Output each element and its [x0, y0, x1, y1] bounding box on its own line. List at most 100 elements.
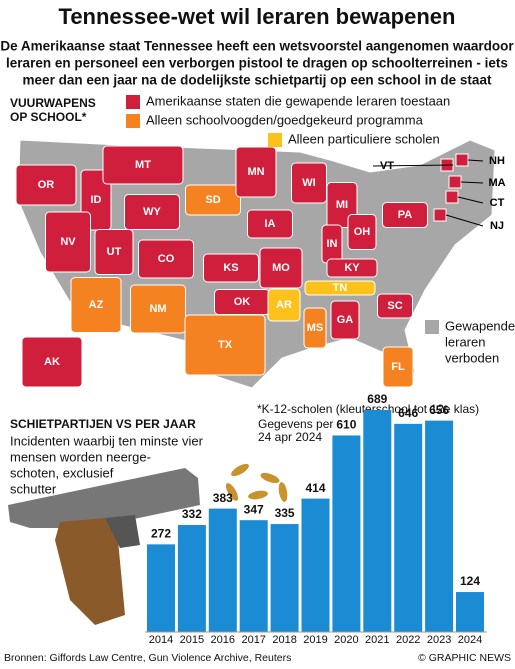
state-label: AZ	[89, 299, 104, 311]
state-label: IN	[327, 238, 338, 250]
state-shape	[184, 314, 266, 376]
state-label: IA	[265, 218, 276, 230]
state-label: MS	[307, 322, 324, 334]
state-shape	[203, 253, 259, 283]
subtitle: De Amerikaanse staat Tennessee heeft een…	[0, 39, 514, 54]
state-shape	[433, 208, 447, 222]
value-label: 646	[398, 406, 418, 420]
subtitle: meer dan een jaar na de dodelijkste schi…	[23, 73, 492, 88]
state-label: KS	[223, 262, 238, 274]
state-shape	[382, 202, 428, 228]
map-title: VUURWAPENS	[10, 96, 96, 110]
state-shape	[304, 280, 376, 296]
state-shape	[347, 214, 377, 250]
state-label: MO	[272, 262, 290, 274]
state-shape	[291, 162, 327, 204]
state-shape	[124, 194, 180, 230]
state-shape	[303, 307, 327, 349]
state-label: CO	[158, 253, 175, 265]
value-label: 414	[305, 481, 325, 495]
leader-line	[460, 181, 484, 184]
state-shape	[138, 239, 194, 279]
state-shape	[94, 229, 134, 275]
title: Tennessee-wet wil leraren bewapenen	[59, 4, 456, 29]
state-shape	[382, 346, 414, 388]
state-label: VT	[380, 160, 394, 172]
bar	[301, 498, 330, 632]
state-shape	[70, 277, 122, 333]
state-label: KY	[344, 262, 360, 274]
bar	[208, 508, 237, 632]
legend-swatch	[268, 133, 282, 147]
value-label: 347	[244, 502, 264, 516]
footnote: *K-12-scholen (kleuterschool tot 12e kla…	[257, 402, 479, 416]
bar	[425, 420, 454, 632]
legend-swatch	[425, 320, 439, 334]
legend-label: verboden	[445, 350, 499, 365]
value-label: 335	[275, 506, 295, 520]
state-label: OK	[234, 296, 251, 308]
subtitle: leraren en personeel een verborgen pisto…	[6, 56, 508, 71]
state-shape	[185, 184, 241, 216]
state-label: MI	[336, 199, 348, 211]
chart-subtitle: schutter	[10, 481, 57, 496]
state-label: UT	[107, 246, 122, 258]
x-tick-label: 2024	[458, 634, 482, 646]
state-shape	[15, 164, 77, 206]
state-label: FL	[391, 361, 405, 373]
source: Bronnen: Giffords Law Centre, Gun Violen…	[4, 652, 291, 664]
state-label: AK	[44, 356, 60, 368]
state-label: OH	[354, 226, 371, 238]
map-title: OP SCHOOL*	[10, 110, 87, 124]
state-shape	[259, 247, 303, 289]
x-tick-label: 2019	[303, 634, 327, 646]
value-label: 383	[213, 491, 233, 505]
value-label: 124	[460, 574, 480, 588]
bar	[363, 410, 392, 632]
state-label: CT	[490, 197, 505, 209]
state-shape	[247, 209, 293, 239]
state-label: MA	[488, 177, 505, 189]
state-shape	[326, 258, 378, 278]
state-label: MT	[135, 159, 151, 171]
legend-swatch	[126, 114, 140, 128]
x-tick-label: 2017	[241, 634, 265, 646]
state-shape	[445, 190, 459, 204]
x-tick-label: 2021	[365, 634, 389, 646]
state-label: NH	[489, 155, 505, 167]
state-label: WY	[143, 206, 161, 218]
legend-swatch	[126, 95, 140, 109]
chart-subtitle: schoten, exclusief	[10, 465, 114, 480]
state-shape	[21, 336, 83, 388]
chart-subtitle: Incidenten waarbij ten minste vier	[10, 433, 204, 448]
state-shape	[377, 293, 413, 319]
state-label: TX	[218, 339, 233, 351]
state-label: SC	[387, 300, 402, 312]
value-label: 689	[367, 392, 387, 406]
state-shape	[235, 146, 277, 198]
x-tick-label: 2014	[149, 634, 173, 646]
credit: © GRAPHIC NEWS	[418, 652, 511, 664]
value-label: 332	[182, 507, 202, 521]
state-label: TN	[333, 282, 348, 294]
state-label: NM	[149, 303, 166, 315]
x-tick-label: 2020	[334, 634, 358, 646]
state-label: AR	[276, 299, 292, 311]
bar	[239, 520, 268, 632]
state-label: NV	[60, 236, 76, 248]
state-shape	[130, 284, 186, 334]
x-tick-label: 2015	[180, 634, 204, 646]
state-shape	[455, 153, 469, 167]
state-shape	[448, 175, 462, 189]
pistol-illustration	[8, 463, 288, 625]
leader-line	[457, 196, 484, 204]
bar	[177, 525, 206, 632]
annotation: Gegevens per	[258, 417, 333, 431]
leader-line	[445, 214, 484, 227]
legend-label: Gewapende	[445, 318, 515, 333]
bar	[270, 524, 299, 632]
state-label: GA	[337, 314, 354, 326]
x-tick-label: 2016	[211, 634, 235, 646]
bar	[332, 435, 361, 632]
